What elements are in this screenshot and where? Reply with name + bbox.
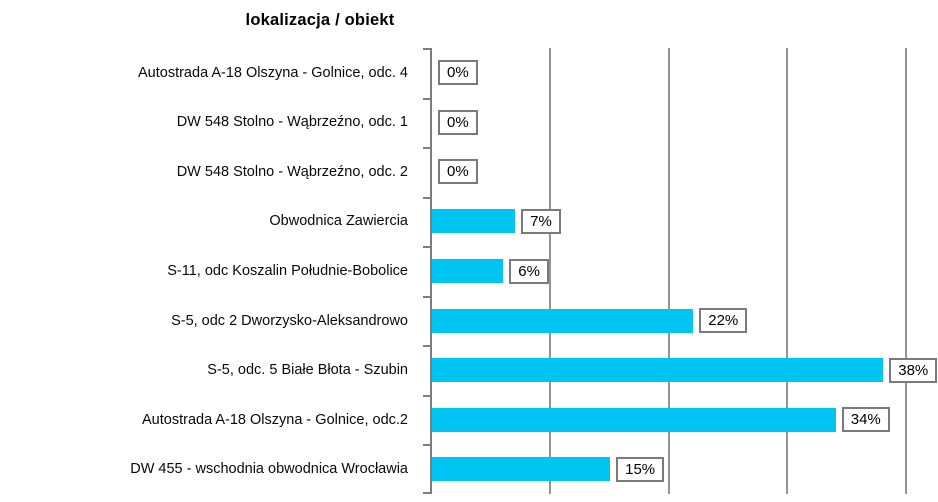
bar-track: 22%	[432, 296, 938, 346]
gridline	[786, 48, 789, 494]
gridline	[905, 48, 907, 494]
category-label: DW 548 Stolno - Wąbrzeźno, odc. 2	[176, 163, 408, 180]
bar	[432, 457, 611, 482]
chart-row: DW 548 Stolno - Wąbrzeźno, odc. 1 0%	[0, 98, 938, 148]
bar	[432, 407, 836, 432]
axis-tick	[423, 98, 430, 100]
axis-tick	[423, 345, 430, 347]
bar	[432, 259, 504, 284]
bar-track: 6%	[432, 246, 938, 296]
value-label: 0%	[438, 60, 478, 86]
bar-track: 38%	[432, 345, 938, 395]
chart-row: S-5, odc. 5 Białe Błota - Szubin 38%	[0, 345, 938, 395]
bar-track: 0%	[432, 98, 938, 148]
bar-track: 15%	[432, 445, 938, 495]
category-label: S-5, odc. 5 Białe Błota - Szubin	[207, 362, 408, 379]
axis-tick	[423, 395, 430, 397]
value-label: 38%	[889, 357, 938, 383]
bar-track: 34%	[432, 395, 938, 445]
chart-row: Obwodnica Zawiercia 7%	[0, 197, 938, 247]
category-label: S-11, odc Koszalin Południe-Bobolice	[167, 263, 408, 280]
category-label: Autostrada A-18 Olszyna - Golnice, odc. …	[138, 64, 408, 81]
chart-row: DW 455 - wschodnia obwodnica Wrocławia 15…	[0, 445, 938, 495]
chart-row: DW 548 Stolno - Wąbrzeźno, odc. 2 0%	[0, 147, 938, 197]
gridline	[548, 48, 551, 494]
axis-tick	[423, 492, 430, 494]
chart-row: S-5, odc 2 Dworzysko-Aleksandrowo 22%	[0, 296, 938, 346]
axis-tick	[423, 246, 430, 248]
value-label: 0%	[438, 159, 478, 185]
value-label: 34%	[841, 407, 890, 433]
category-label: Obwodnica Zawiercia	[269, 213, 408, 230]
category-label: S-5, odc 2 Dworzysko-Aleksandrowo	[171, 312, 408, 329]
value-label: 0%	[438, 109, 478, 135]
chart-rows: Autostrada A-18 Olszyna - Golnice, odc. …	[0, 48, 938, 494]
bar	[432, 308, 694, 333]
chart-title: lokalizacja / obiekt	[245, 11, 395, 29]
plot-area	[423, 48, 938, 494]
gridline	[667, 48, 670, 494]
bar-track: 0%	[432, 147, 938, 197]
bar-track: 0%	[432, 48, 938, 98]
value-label: 7%	[521, 208, 561, 234]
axis-tick	[423, 197, 430, 199]
value-label: 22%	[699, 308, 748, 334]
axis-tick	[423, 444, 430, 446]
category-label: DW 548 Stolno - Wąbrzeźno, odc. 1	[176, 114, 408, 131]
chart-row: S-11, odc Koszalin Południe-Bobolice 6%	[0, 246, 938, 296]
value-label: 15%	[616, 456, 665, 482]
axis-tick	[423, 147, 430, 149]
axis-tick	[423, 48, 430, 50]
chart-row: Autostrada A-18 Olszyna - Golnice, odc. …	[0, 48, 938, 98]
bar-track: 7%	[432, 197, 938, 247]
category-label: Autostrada A-18 Olszyna - Golnice, odc.2	[142, 411, 408, 428]
bar	[432, 358, 884, 383]
bar	[432, 209, 516, 234]
axis-tick	[423, 296, 430, 298]
value-label: 6%	[509, 258, 549, 284]
category-label: DW 455 - wschodnia obwodnica Wrocławia	[130, 461, 408, 478]
chart-row: Autostrada A-18 Olszyna - Golnice, odc.2…	[0, 395, 938, 445]
